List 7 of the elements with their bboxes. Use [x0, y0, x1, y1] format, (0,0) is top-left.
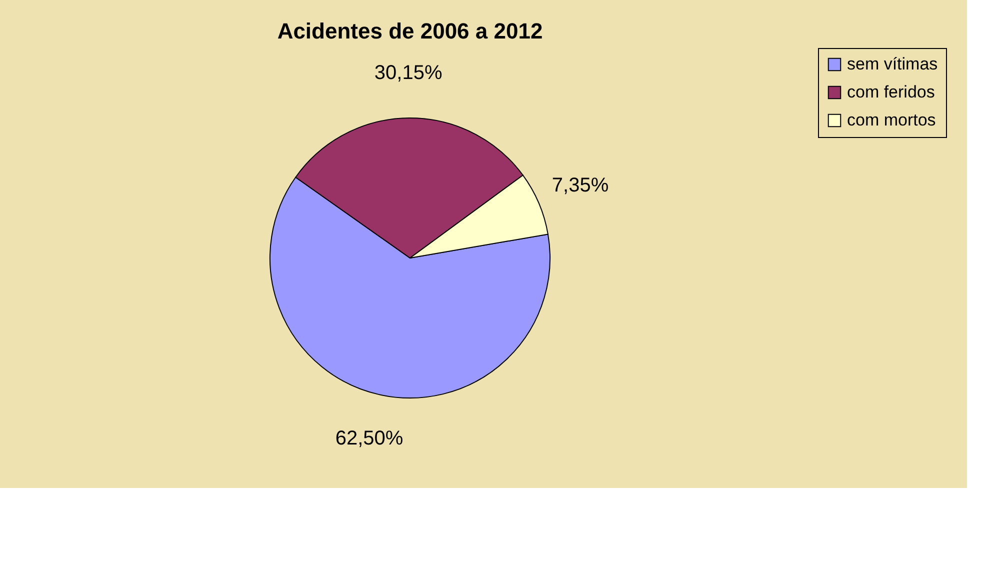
- legend-label: sem vítimas: [847, 54, 938, 74]
- data-label: 7,35%: [552, 174, 609, 197]
- data-label: 30,15%: [374, 62, 442, 84]
- data-label: 62,50%: [335, 427, 404, 450]
- legend-label: com feridos: [847, 82, 935, 102]
- legend-label: com mortos: [847, 110, 936, 130]
- chart-title: Acidentes de 2006 a 2012: [277, 18, 543, 44]
